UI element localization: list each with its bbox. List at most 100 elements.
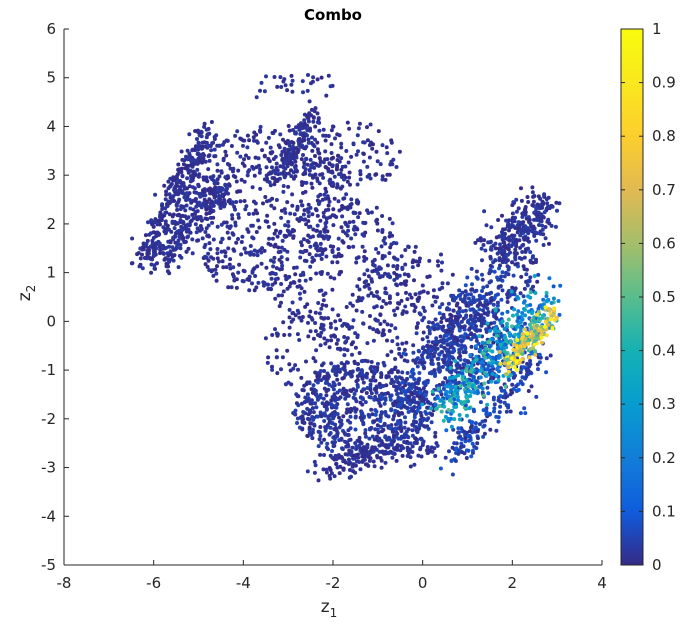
- data-point: [382, 332, 387, 337]
- data-point: [290, 300, 295, 305]
- data-point: [238, 199, 243, 204]
- data-point: [193, 222, 198, 227]
- data-point: [405, 439, 410, 444]
- data-point: [452, 397, 457, 402]
- data-point: [417, 405, 422, 410]
- data-point: [511, 313, 515, 318]
- data-point: [301, 272, 306, 277]
- data-point: [506, 247, 511, 252]
- data-point: [464, 313, 469, 318]
- data-point: [524, 374, 529, 379]
- data-point: [498, 404, 503, 409]
- data-point: [195, 209, 200, 214]
- data-point: [305, 133, 309, 138]
- data-point: [457, 288, 462, 293]
- data-point: [173, 192, 178, 197]
- data-point: [320, 401, 325, 406]
- data-point: [184, 226, 189, 231]
- data-point: [447, 398, 452, 403]
- data-point: [523, 307, 527, 312]
- data-point: [191, 169, 196, 174]
- data-point: [318, 172, 323, 177]
- data-point: [369, 360, 374, 364]
- data-point: [427, 328, 432, 333]
- data-point: [388, 397, 393, 402]
- data-point: [181, 205, 186, 210]
- data-point: [180, 213, 185, 218]
- data-point: [533, 352, 538, 357]
- data-point: [360, 244, 365, 249]
- data-point: [157, 218, 161, 223]
- data-point: [316, 150, 321, 155]
- data-point: [394, 241, 399, 246]
- data-point: [548, 353, 553, 358]
- data-point: [369, 364, 374, 369]
- colorbar-tick-label: 0.5: [652, 288, 676, 306]
- data-point: [310, 436, 315, 441]
- data-point: [197, 133, 202, 138]
- data-point: [473, 314, 478, 319]
- data-point: [351, 210, 356, 215]
- data-point: [203, 242, 208, 247]
- data-point: [335, 412, 340, 416]
- data-point: [450, 272, 455, 277]
- data-point: [367, 325, 372, 330]
- data-point: [511, 238, 516, 243]
- data-point: [325, 271, 330, 276]
- data-point: [280, 238, 285, 243]
- data-point: [206, 233, 211, 238]
- data-point: [281, 184, 286, 188]
- data-point: [450, 472, 455, 477]
- data-point: [502, 274, 507, 279]
- data-point: [412, 405, 417, 409]
- data-point: [516, 220, 521, 225]
- data-point: [190, 212, 195, 217]
- data-point: [528, 346, 533, 351]
- data-point: [165, 251, 170, 256]
- data-point: [468, 292, 473, 297]
- data-point: [520, 331, 525, 336]
- data-point: [342, 173, 347, 178]
- data-point: [527, 316, 532, 321]
- data-point: [368, 176, 373, 181]
- data-point: [273, 280, 278, 285]
- data-point: [331, 207, 336, 212]
- data-point: [441, 380, 445, 385]
- data-point: [173, 187, 178, 192]
- data-point: [298, 296, 303, 301]
- data-point: [299, 199, 303, 204]
- data-point: [403, 415, 407, 420]
- data-point: [301, 172, 306, 177]
- data-point: [518, 411, 523, 416]
- data-point: [251, 166, 256, 171]
- data-point: [393, 426, 398, 431]
- data-point: [286, 171, 291, 176]
- data-point: [165, 263, 170, 267]
- data-point: [231, 166, 236, 171]
- data-point: [274, 161, 279, 166]
- data-point: [404, 310, 409, 315]
- data-point: [324, 406, 329, 411]
- data-point: [375, 290, 379, 294]
- data-point: [195, 238, 200, 243]
- data-point: [303, 125, 308, 130]
- data-point: [195, 137, 199, 141]
- data-point: [206, 258, 211, 263]
- data-point: [317, 128, 322, 133]
- data-point: [490, 364, 495, 369]
- data-point: [360, 402, 365, 407]
- data-point: [484, 223, 489, 228]
- data-point: [356, 295, 361, 300]
- data-point: [517, 360, 522, 365]
- data-point: [270, 333, 275, 337]
- data-point: [462, 451, 467, 456]
- data-point: [313, 241, 318, 246]
- data-point: [282, 146, 287, 151]
- data-point: [478, 400, 483, 405]
- data-point: [285, 200, 290, 205]
- data-point: [457, 350, 462, 355]
- data-point: [464, 430, 469, 435]
- data-point: [355, 284, 360, 289]
- data-point: [209, 210, 213, 215]
- data-point: [287, 284, 292, 289]
